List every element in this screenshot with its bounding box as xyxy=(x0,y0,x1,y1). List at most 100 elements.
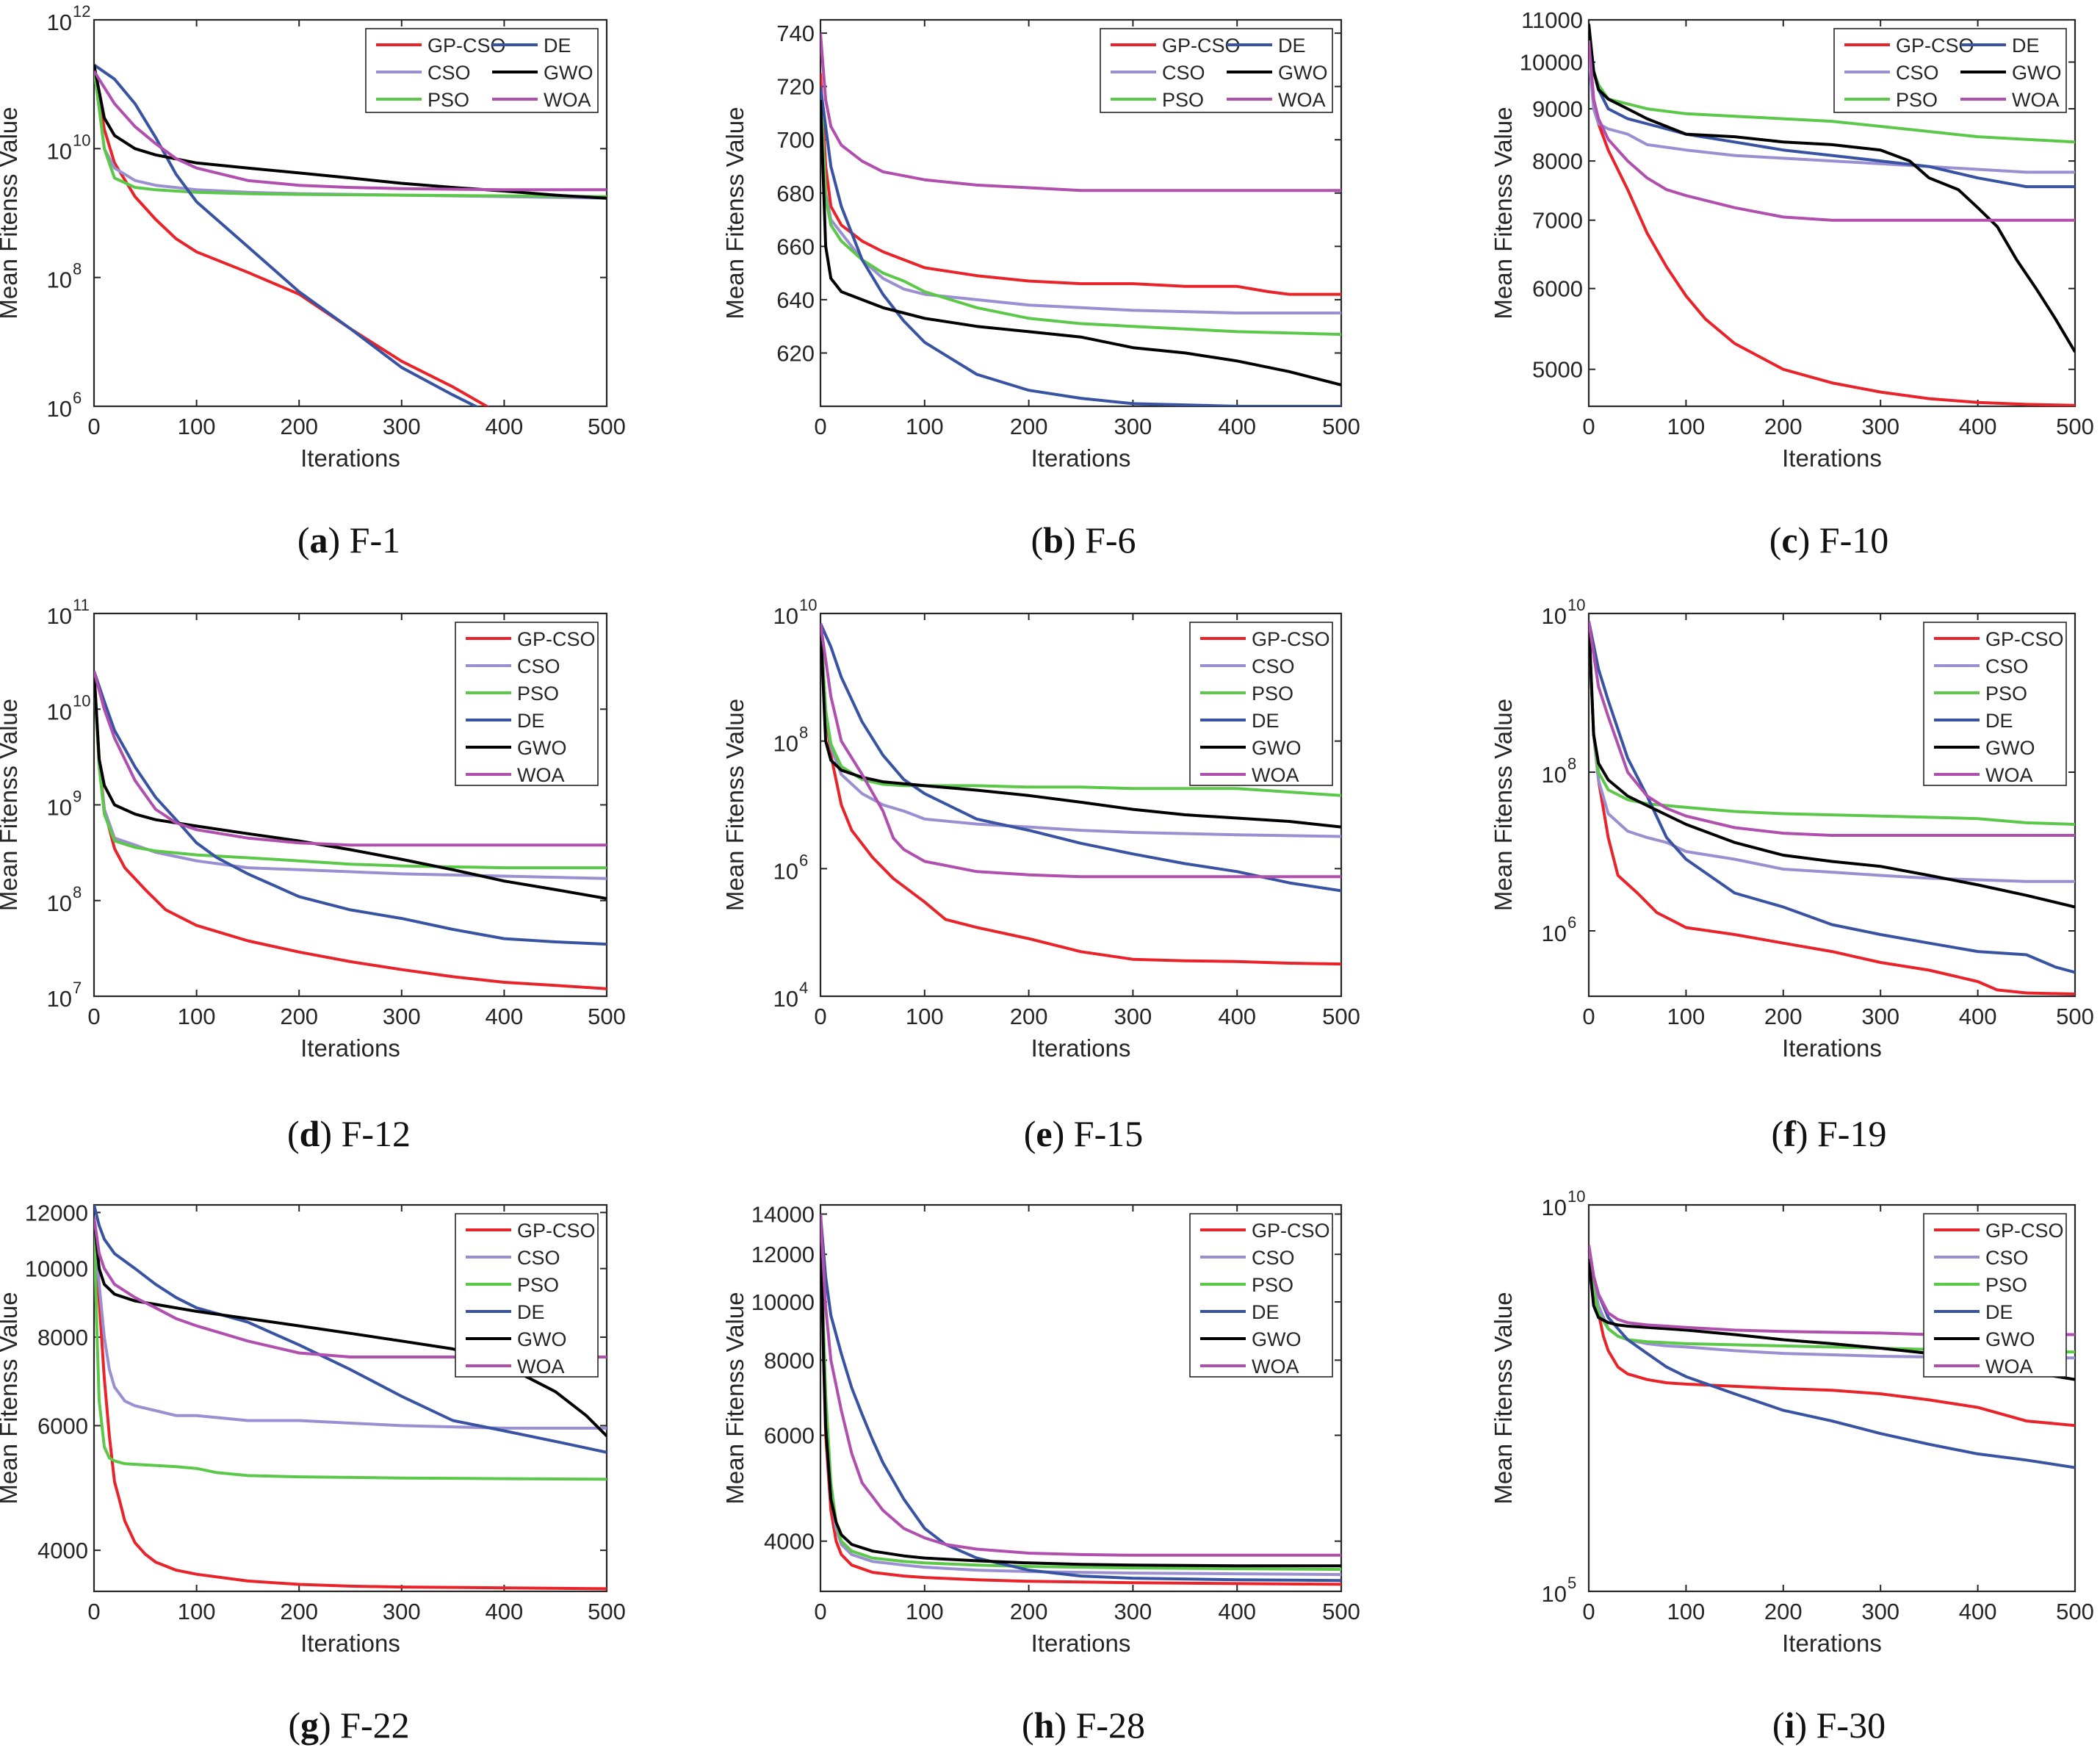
caption-open-paren: ( xyxy=(1772,1113,1784,1154)
caption-letter: f xyxy=(1783,1113,1797,1154)
legend-box xyxy=(1923,622,2067,786)
y-axis-label: Mean Fitenss Value xyxy=(0,699,22,911)
legend-label-cso: CSO xyxy=(1252,655,1295,677)
panel-caption: (h) F-28 xyxy=(1022,1705,1145,1746)
legend-label-gp-cso: GP-CSO xyxy=(517,628,596,650)
x-axis-label: Iterations xyxy=(300,1630,400,1657)
x-tick-label: 300 xyxy=(1861,1004,1899,1029)
series-group xyxy=(1589,24,2075,406)
series-line-de xyxy=(1589,621,2075,974)
y-tick-label: 9000 xyxy=(1532,96,1583,122)
x-tick-label: 500 xyxy=(1322,1004,1360,1029)
y-tick-label-exponent: 8 xyxy=(1567,755,1576,773)
caption-text: ) F-30 xyxy=(1794,1705,1886,1746)
y-tick-label-base: 10 xyxy=(773,731,798,757)
legend-label-gwo: GWO xyxy=(1985,737,2035,759)
series-line-gp-cso xyxy=(820,623,1341,966)
x-axis-label: Iterations xyxy=(1782,1630,1882,1657)
legend-label-de: DE xyxy=(1278,35,1306,57)
x-axis-label: Iterations xyxy=(1031,1630,1131,1657)
legend-label-de: DE xyxy=(1985,1301,2013,1323)
y-tick-label-base: 10 xyxy=(47,396,72,422)
legend-label-cso: CSO xyxy=(517,1247,560,1269)
y-tick-label-exponent: 5 xyxy=(1567,1574,1576,1592)
y-tick-label-exponent: 8 xyxy=(73,260,82,278)
y-axis-label: Mean Fitenss Value xyxy=(0,1292,22,1504)
series-line-woa xyxy=(1589,621,2075,837)
y-tick-label-base: 10 xyxy=(47,10,72,35)
x-axis-label: Iterations xyxy=(1782,444,1882,472)
series-line-pso xyxy=(820,86,1341,336)
y-tick-label: 12000 xyxy=(751,1242,815,1267)
y-tick-label-exponent: 8 xyxy=(799,724,808,742)
caption-letter: a xyxy=(310,519,328,561)
y-tick-label-exponent: 6 xyxy=(1567,913,1576,932)
chart-panel-h: 0 100 200 300 400 500 4000 6000 8000 10000 12000 14… xyxy=(721,1201,1360,1746)
y-tick-label-base: 10 xyxy=(47,267,72,293)
y-tick-label: 8000 xyxy=(1532,148,1583,174)
y-tick-label: 620 xyxy=(776,340,815,366)
series-line-cso xyxy=(94,1225,607,1430)
caption-text: ) F-15 xyxy=(1053,1113,1144,1154)
y-tick-label-base: 10 xyxy=(47,603,72,629)
legend: GP-CSO CSO PSO DE GWO WOA xyxy=(1189,622,1333,786)
chart-panel-g: 0 100 200 300 400 500 4000 6000 8000 10000 12000 It… xyxy=(0,1200,626,1746)
y-tick-label: 740 xyxy=(776,21,815,46)
series-line-woa xyxy=(94,670,607,847)
series-line-pso xyxy=(1589,27,2075,144)
x-tick-label: 400 xyxy=(1959,414,1997,439)
legend-label-de: DE xyxy=(2012,35,2040,57)
series-line-woa xyxy=(820,1214,1341,1557)
y-axis-label: Mean Fitenss Value xyxy=(1490,107,1517,319)
legend-label-gp-cso: GP-CSO xyxy=(1252,1220,1330,1242)
legend-label-pso: PSO xyxy=(517,683,559,705)
y-tick-label: 8000 xyxy=(37,1325,88,1350)
series-group xyxy=(1589,621,2075,996)
series-line-gwo xyxy=(1589,621,2075,909)
y-tick-label: 10000 xyxy=(751,1289,815,1315)
legend: GP-CSO CSO PSO DE GWO WOA xyxy=(1923,622,2067,786)
x-tick-label: 300 xyxy=(1861,1599,1899,1624)
x-axis-label: Iterations xyxy=(300,1034,400,1062)
y-axis-label: Mean Fitenss Value xyxy=(1490,699,1517,911)
y-tick-label: 640 xyxy=(776,287,815,313)
legend-label-pso: PSO xyxy=(517,1274,559,1296)
series-group xyxy=(94,63,607,406)
x-tick-label: 200 xyxy=(1764,1004,1803,1029)
y-tick-label: 6000 xyxy=(764,1423,815,1449)
caption-open-paren: ( xyxy=(1024,1113,1036,1154)
chart-panel-c: 0 100 200 300 400 500 5000 6000 7000 8000 9000 1000… xyxy=(1490,7,2094,561)
series-line-woa xyxy=(820,32,1341,192)
series-group xyxy=(820,1214,1341,1586)
x-tick-label: 500 xyxy=(588,414,626,439)
legend-label-de: DE xyxy=(517,710,545,732)
caption-letter: e xyxy=(1036,1113,1052,1154)
y-tick-label-base: 10 xyxy=(773,986,798,1012)
panel-caption: (g) F-22 xyxy=(288,1705,409,1746)
caption-text: ) F-12 xyxy=(320,1113,411,1154)
series-line-de xyxy=(820,622,1341,893)
legend-label-pso: PSO xyxy=(1162,89,1204,111)
series-line-gwo xyxy=(820,99,1341,386)
caption-open-paren: ( xyxy=(288,1705,300,1746)
x-tick-label: 100 xyxy=(1667,1004,1706,1029)
legend-label-gp-cso: GP-CSO xyxy=(1985,628,2064,650)
legend-label-gwo: GWO xyxy=(1278,62,1328,84)
legend-label-gwo: GWO xyxy=(1252,1328,1302,1350)
caption-text: ) F-19 xyxy=(1796,1113,1887,1154)
series-line-woa xyxy=(820,623,1341,879)
legend-label-pso: PSO xyxy=(1896,89,1938,111)
series-line-de xyxy=(820,86,1341,406)
x-tick-label: 100 xyxy=(1667,1599,1706,1624)
y-tick-label-base: 10 xyxy=(47,986,72,1012)
x-tick-label: 0 xyxy=(1582,414,1595,439)
y-tick-label-exponent: 10 xyxy=(1567,1187,1585,1206)
y-tick-label: 10000 xyxy=(1520,50,1583,76)
legend-box xyxy=(1923,1213,2067,1378)
legend-label-woa: WOA xyxy=(544,89,591,111)
legend-label-woa: WOA xyxy=(1985,764,2033,786)
x-tick-label: 400 xyxy=(1959,1599,1997,1624)
x-tick-label: 400 xyxy=(486,414,524,439)
series-line-pso xyxy=(1589,621,2075,826)
